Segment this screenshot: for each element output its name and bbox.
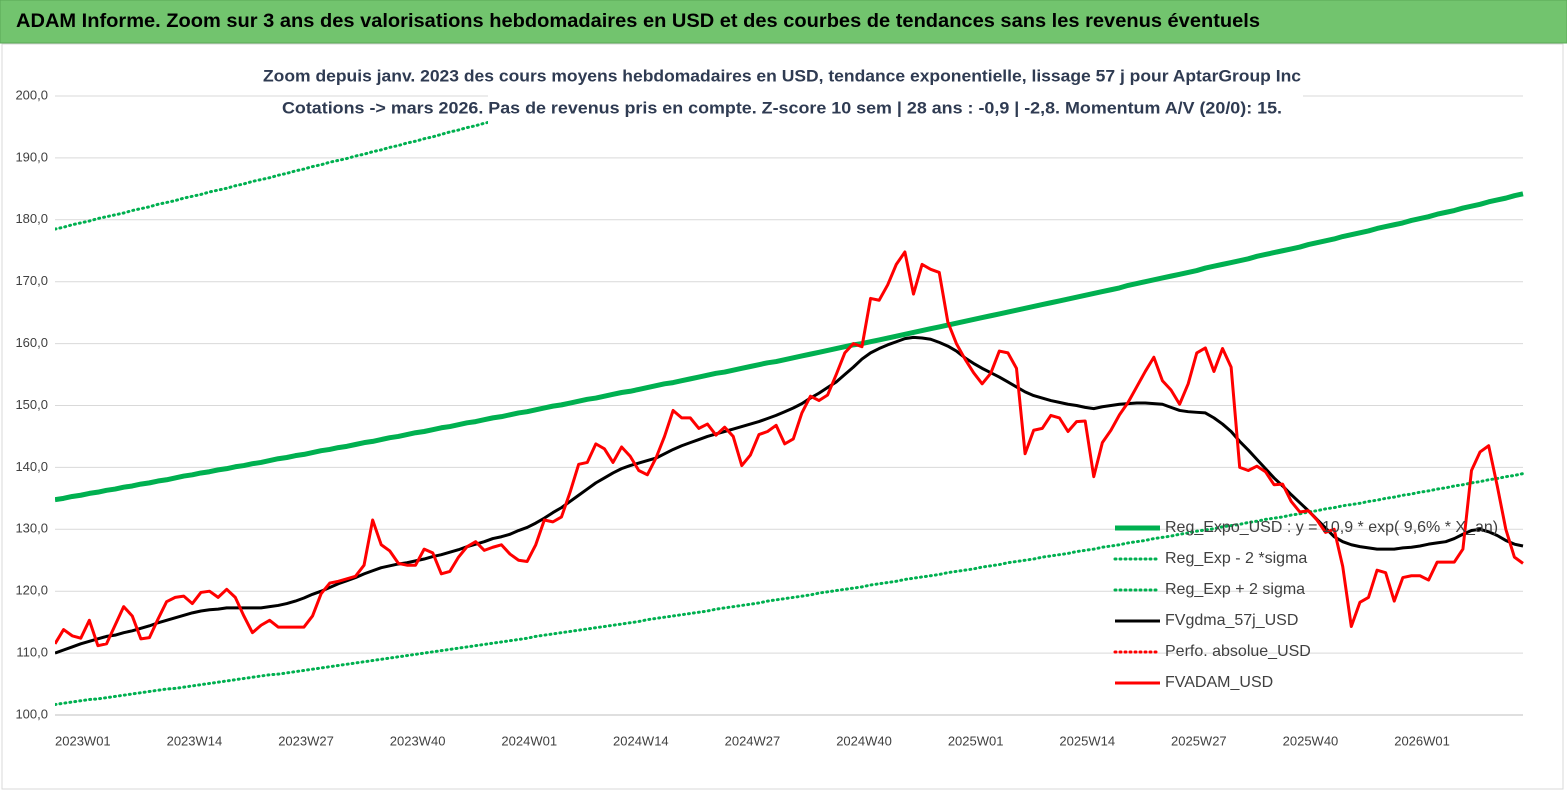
x-tick-label: 2024W14 bbox=[613, 733, 669, 748]
legend-label: FVADAM_USD bbox=[1165, 674, 1273, 691]
series-line bbox=[55, 335, 1524, 655]
x-tick-label: 2023W27 bbox=[278, 733, 334, 748]
header-title: ADAM Informe. Zoom sur 3 ans des valoris… bbox=[16, 11, 1260, 32]
series-line bbox=[55, 191, 1524, 503]
y-tick-label: 110,0 bbox=[16, 645, 48, 660]
legend-label: Reg_Exp + 2 sigma bbox=[1165, 581, 1305, 598]
x-tick-label: 2024W40 bbox=[836, 733, 892, 748]
title-box bbox=[488, 60, 1303, 130]
x-tick-label: 2025W27 bbox=[1171, 733, 1227, 748]
x-tick-label: 2025W40 bbox=[1283, 733, 1339, 748]
chart-title: Zoom depuis janv. 2023 des cours moyens … bbox=[263, 66, 1301, 85]
y-tick-label: 180,0 bbox=[15, 211, 48, 226]
series-line bbox=[55, 250, 1524, 648]
legend: Reg_Expo_USD : y = 10,9 * exp( 9,6% * X_… bbox=[1113, 519, 1498, 691]
grid bbox=[55, 95, 1523, 716]
y-tick-label: 150,0 bbox=[15, 397, 48, 412]
legend-label: Perfo. absolue_USD bbox=[1165, 643, 1311, 660]
x-tick-label: 2023W01 bbox=[55, 733, 111, 748]
legend-label: Reg_Exp - 2 *sigma bbox=[1165, 550, 1307, 567]
y-tick-label: 170,0 bbox=[15, 273, 48, 288]
x-tick-label: 2025W14 bbox=[1059, 733, 1115, 748]
y-tick-label: 190,0 bbox=[15, 149, 48, 164]
y-tick-label: 160,0 bbox=[15, 335, 48, 350]
plot bbox=[55, 96, 1525, 706]
x-tick-label: 2026W01 bbox=[1394, 733, 1450, 748]
legend-label: FVgdma_57j_USD bbox=[1165, 612, 1298, 629]
x-tick-label: 2023W14 bbox=[167, 733, 223, 748]
chart-frame bbox=[1, 43, 1564, 790]
x-tick-label: 2024W27 bbox=[725, 733, 781, 748]
chart-subtitle: Cotations -> mars 2026. Pas de revenus p… bbox=[282, 98, 1282, 117]
x-tick-label: 2025W01 bbox=[948, 733, 1004, 748]
x-tick-label: 2024W01 bbox=[501, 733, 557, 748]
y-tick-label: 200,0 bbox=[15, 87, 48, 102]
series-line bbox=[55, 472, 1525, 706]
y-tick-label: 130,0 bbox=[15, 521, 48, 536]
y-tick-label: 100,0 bbox=[15, 706, 48, 721]
series-line bbox=[55, 96, 595, 231]
x-tick-label: 2023W40 bbox=[390, 733, 446, 748]
y-tick-label: 120,0 bbox=[15, 583, 48, 598]
axes: 100,0 110,0 120,0 130,0 140,0 150,0 160,0 170,0… bbox=[15, 87, 1523, 748]
legend-label: Reg_Expo_USD : y = 10,9 * exp( 9,6% * X_… bbox=[1165, 519, 1498, 536]
y-tick-label: 140,0 bbox=[15, 459, 48, 474]
header-bar bbox=[0, 0, 1567, 44]
